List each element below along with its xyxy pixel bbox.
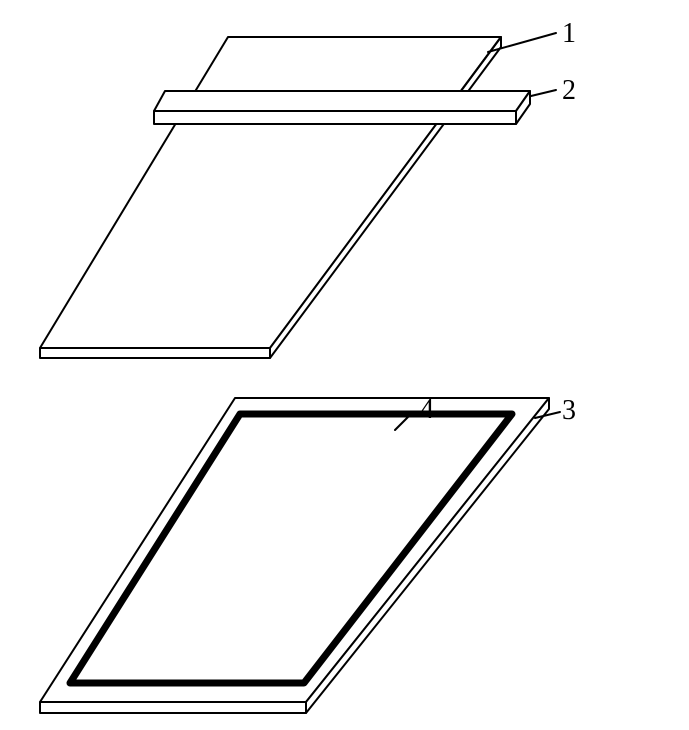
bar-front-face [154, 111, 516, 124]
top-plate-front-face [40, 348, 270, 358]
bar-top-face [154, 91, 530, 111]
label-1: 1 [562, 18, 576, 50]
bottom-plate-front-face [40, 702, 306, 713]
label-3: 3 [562, 395, 576, 427]
bottom-plate-top-face [40, 398, 549, 702]
top-plate-top-face [40, 37, 501, 348]
leader-l2 [531, 90, 556, 96]
label-2: 2 [562, 75, 576, 107]
exploded-diagram [0, 0, 689, 730]
label-4: 4 [420, 394, 434, 426]
